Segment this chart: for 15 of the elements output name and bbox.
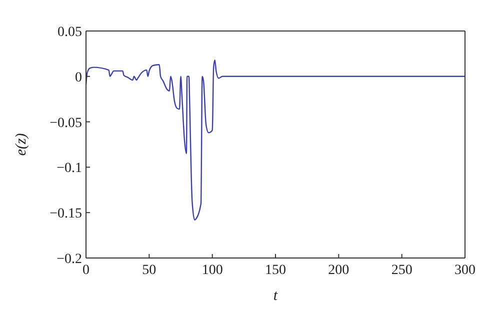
x-tick-label: 100	[202, 262, 223, 278]
x-tick-label: 200	[328, 262, 350, 278]
x-axis-title: t	[273, 288, 278, 304]
y-axis-title: e(z)	[13, 133, 30, 156]
y-tick-label: −0.05	[50, 116, 82, 131]
x-tick-label: 50	[142, 262, 156, 278]
y-tick-label: −0.1	[56, 161, 82, 176]
x-tick-label: 250	[391, 262, 412, 278]
y-tick-label: −0.2	[56, 252, 82, 267]
x-tick-label: 150	[265, 262, 286, 278]
y-tick-label: −0.15	[50, 206, 82, 222]
x-tick-label: 300	[454, 262, 476, 278]
line-series	[86, 59, 465, 220]
y-tick-label: 0	[75, 70, 82, 86]
y-tick-label: 0.05	[58, 24, 82, 40]
